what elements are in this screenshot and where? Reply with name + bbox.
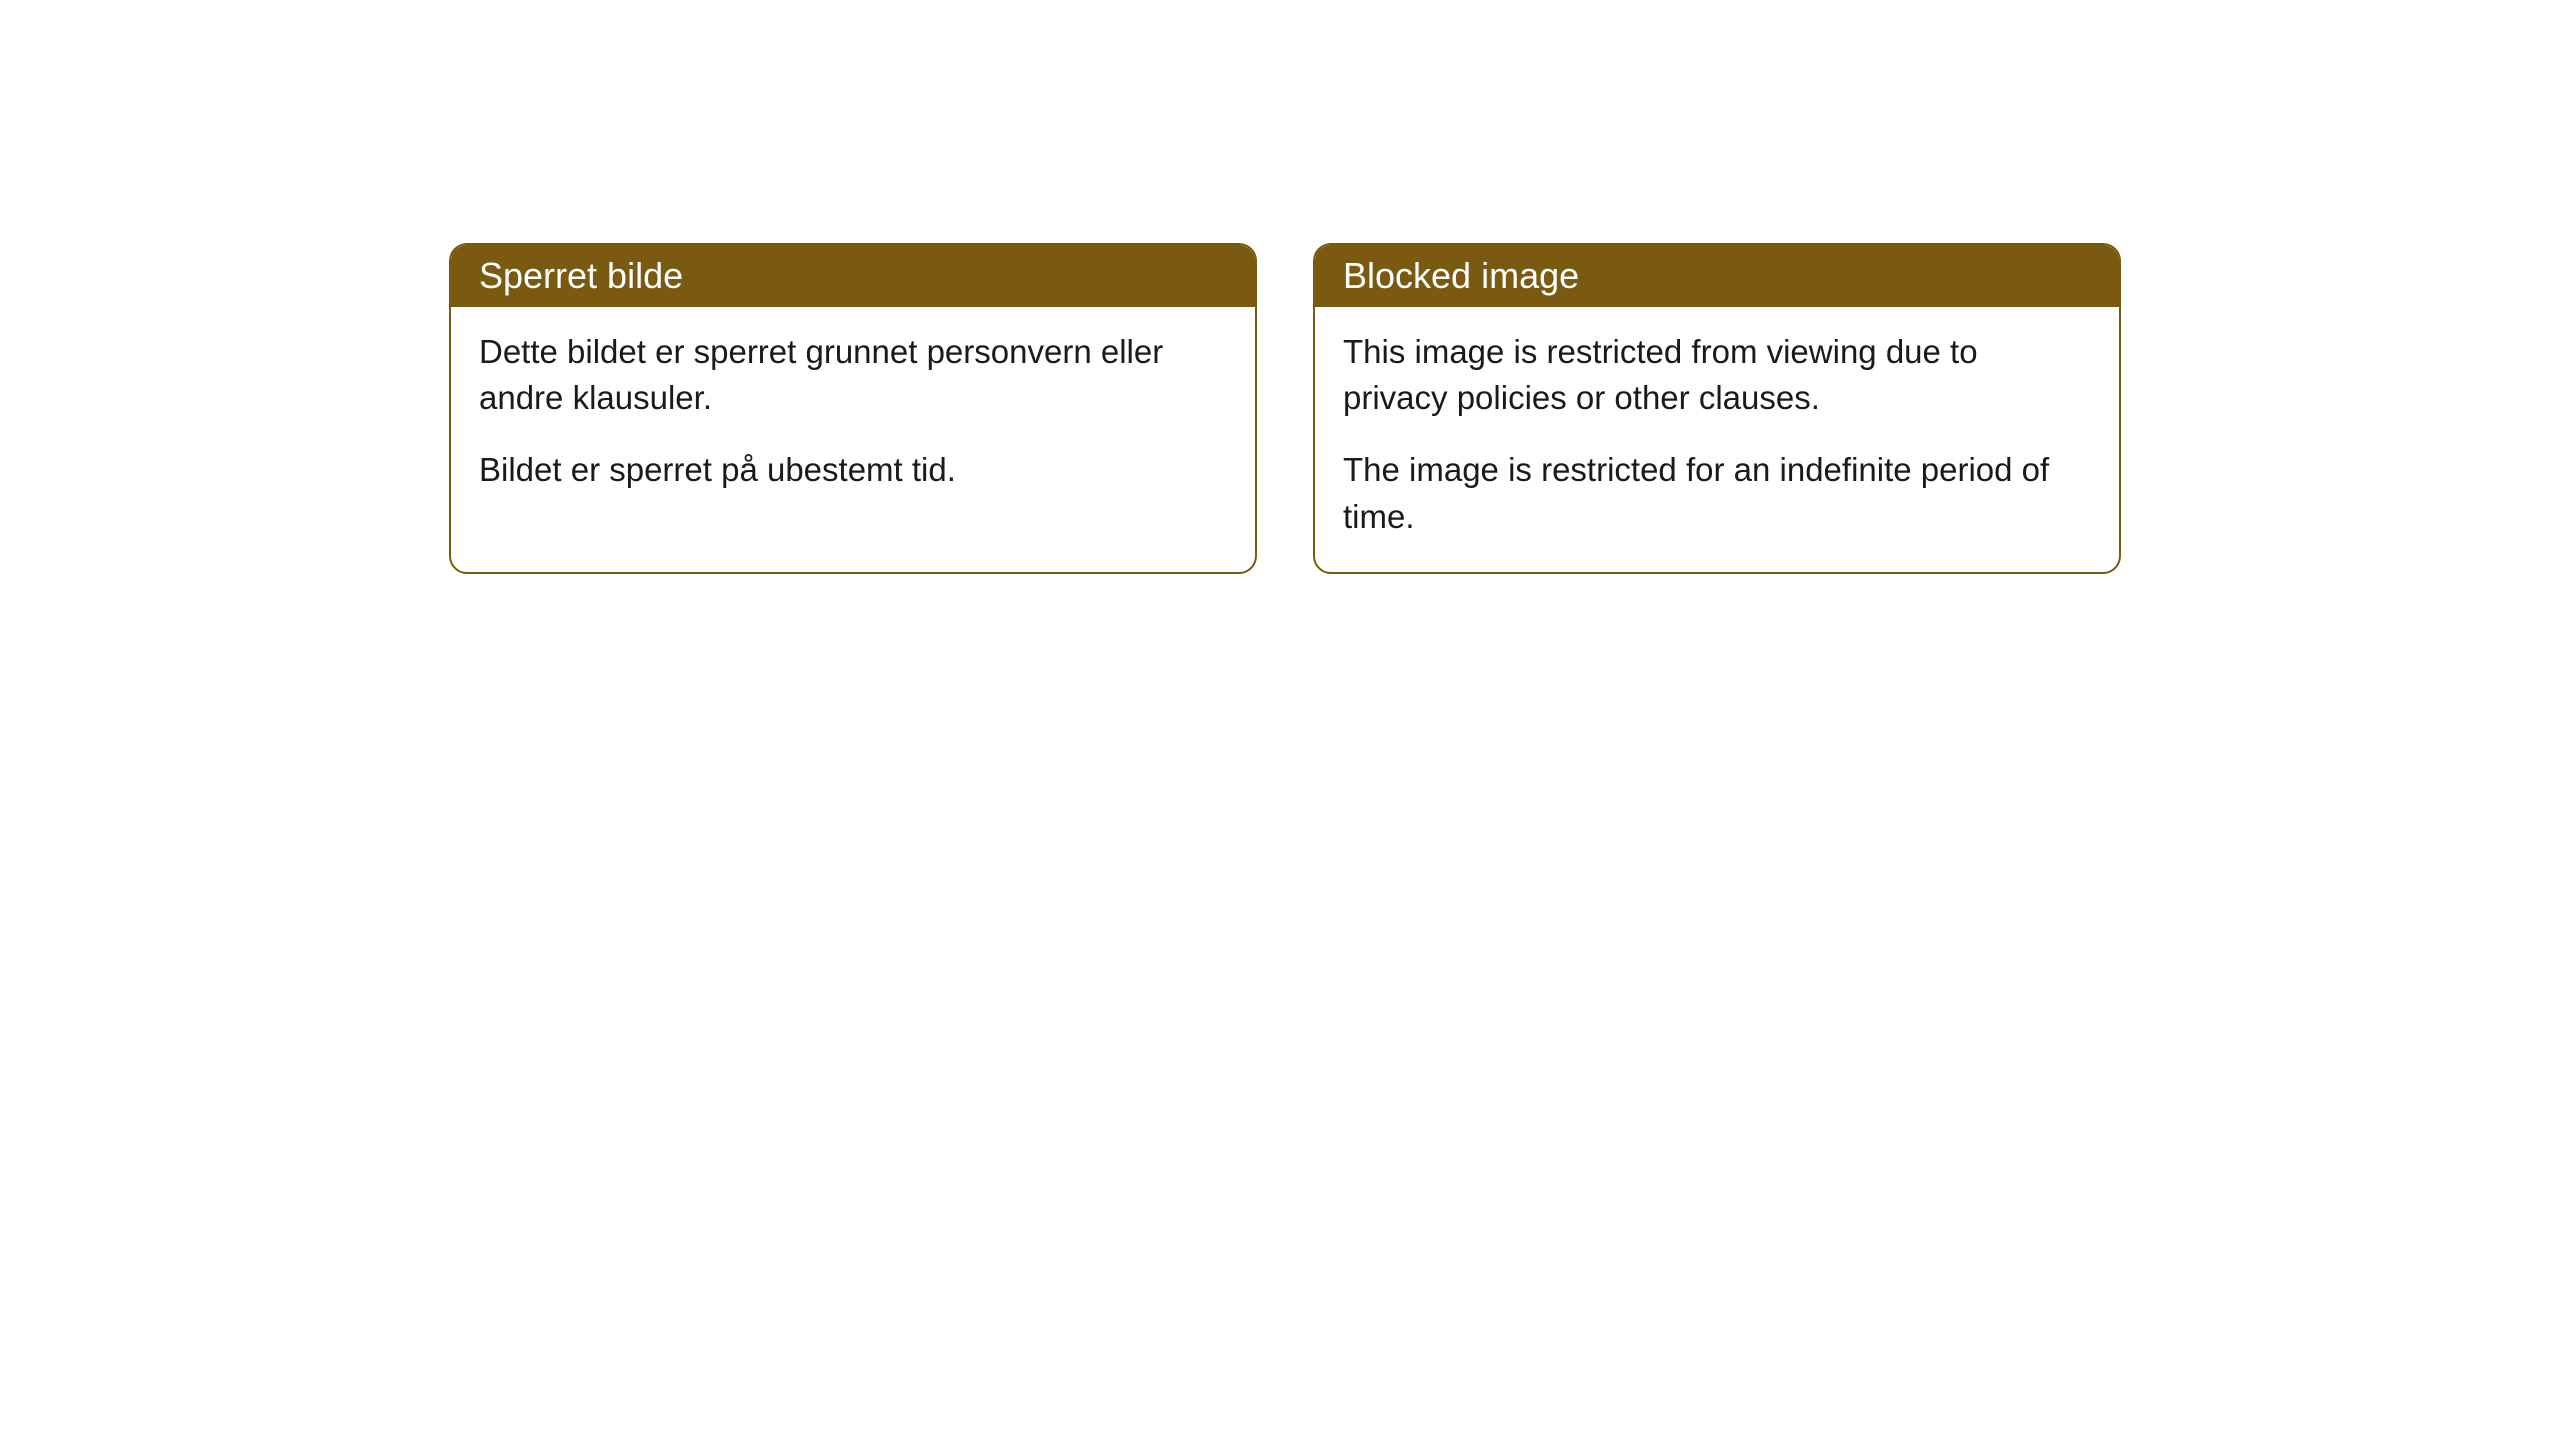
notice-cards-container: Sperret bilde Dette bildet er sperret gr…: [449, 243, 2121, 574]
notice-text-english-2: The image is restricted for an indefinit…: [1343, 447, 2091, 539]
notice-text-norwegian-1: Dette bildet er sperret grunnet personve…: [479, 329, 1227, 421]
notice-header-norwegian: Sperret bilde: [451, 245, 1255, 307]
notice-text-norwegian-2: Bildet er sperret på ubestemt tid.: [479, 447, 1227, 493]
notice-body-norwegian: Dette bildet er sperret grunnet personve…: [451, 307, 1255, 526]
notice-body-english: This image is restricted from viewing du…: [1315, 307, 2119, 572]
notice-card-norwegian: Sperret bilde Dette bildet er sperret gr…: [449, 243, 1257, 574]
notice-text-english-1: This image is restricted from viewing du…: [1343, 329, 2091, 421]
notice-header-english: Blocked image: [1315, 245, 2119, 307]
notice-card-english: Blocked image This image is restricted f…: [1313, 243, 2121, 574]
